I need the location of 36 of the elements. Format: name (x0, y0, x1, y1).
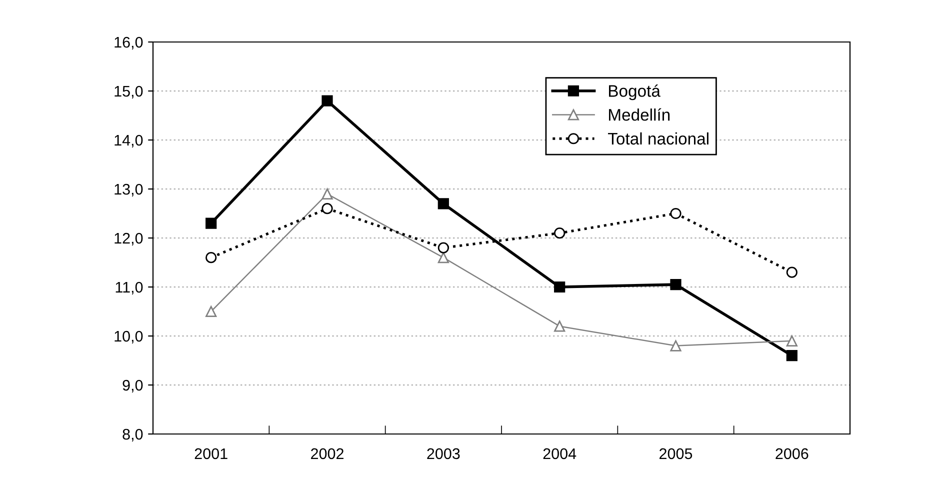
point (206, 218, 217, 229)
legend-label: Bogotá (609, 84, 660, 100)
point (554, 228, 566, 239)
y-tick-label: 11,0 (116, 282, 143, 294)
y-tick-label: 12,0 (114, 232, 143, 246)
point (438, 198, 449, 210)
point (786, 350, 798, 362)
point (438, 242, 449, 254)
y-tick-label: 14,0 (114, 134, 143, 148)
point (554, 320, 566, 332)
x-tick-label: 2006 (776, 448, 808, 460)
x-tick-label: 2005 (660, 448, 692, 460)
y-tick-label: 8,0 (122, 428, 143, 442)
point (206, 252, 217, 264)
point (206, 306, 217, 318)
y-tick-label: 13,0 (114, 184, 143, 196)
x-tick-label: 2001 (194, 448, 228, 460)
point (322, 95, 333, 106)
point (670, 340, 682, 352)
y-tick-label: 15,0 (114, 86, 143, 98)
point (670, 278, 682, 290)
x-tick-label: 2003 (427, 448, 460, 460)
point (670, 208, 682, 220)
point (786, 266, 798, 278)
x-tick-label: 2002 (311, 448, 344, 460)
point (322, 188, 333, 200)
y-tick-label: 10,0 (114, 330, 143, 344)
legend-label: Medellín (609, 108, 670, 121)
y-tick-label: 16,0 (114, 36, 143, 50)
point (438, 252, 449, 264)
point (786, 335, 798, 346)
point (554, 281, 566, 293)
y-tick-label: 9,0 (122, 380, 143, 392)
x-tick-label: 2004 (543, 448, 576, 460)
legend-label: Total nacional (608, 132, 708, 145)
point (322, 203, 333, 214)
